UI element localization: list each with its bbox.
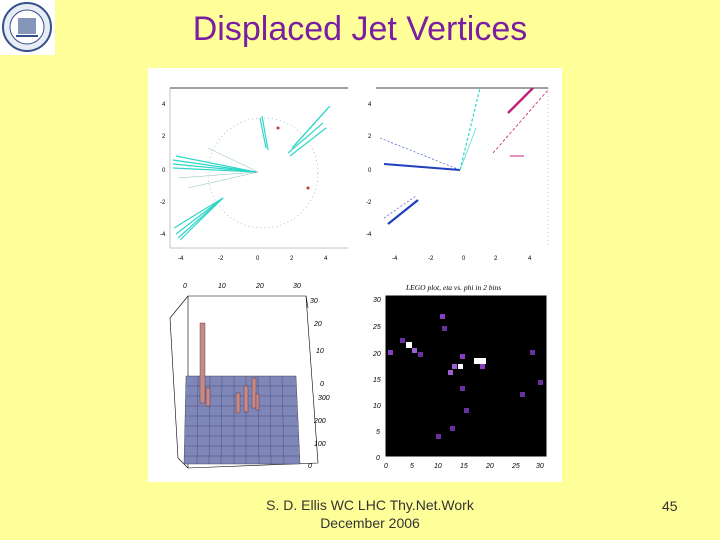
slide-title: Displaced Jet Vertices xyxy=(192,10,528,48)
br-ytick-2: 20 xyxy=(372,351,381,358)
tr-xtick-2: 0 xyxy=(462,256,466,262)
event-display-tl: 4 2 0 -2 -4 -4 -2 0 2 4 xyxy=(160,87,348,262)
bl-righttick-7: 0 xyxy=(308,463,312,470)
br-ytick-5: 5 xyxy=(376,429,380,436)
tr-xtick-1: -2 xyxy=(428,256,434,262)
br-ytick-0: 30 xyxy=(373,297,381,304)
bl-righttick-4: 300 xyxy=(318,395,330,402)
br-xtick-1: 5 xyxy=(410,463,414,470)
br-ytick-1: 25 xyxy=(372,324,381,331)
br-ytick-3: 15 xyxy=(373,377,381,384)
footer-date: December 2006 xyxy=(320,515,420,531)
tl-ytick-4: -4 xyxy=(160,232,166,238)
br-xtick-6: 30 xyxy=(536,463,544,470)
tr-xtick-4: 4 xyxy=(528,256,532,262)
bl-toptick-3: 30 xyxy=(293,283,301,290)
bl-righttick-6: 100 xyxy=(314,441,326,448)
tl-xtick-3: 2 xyxy=(290,256,294,262)
page-number: 45 xyxy=(662,498,678,514)
event-display-tr: 4 2 0 -2 -4 -4 -2 0 2 4 xyxy=(366,87,549,262)
tr-xtick-0: -4 xyxy=(392,256,398,262)
bl-righttick-2: 10 xyxy=(316,348,324,355)
tr-ytick-2: 0 xyxy=(368,168,372,174)
br-xtick-3: 15 xyxy=(460,463,468,470)
footer-author: S. D. Ellis WC LHC Thy.Net.Work xyxy=(266,497,474,513)
tl-xtick-0: -4 xyxy=(178,256,184,262)
university-seal-icon xyxy=(0,0,55,55)
tl-ytick-2: 0 xyxy=(162,168,166,174)
tl-xtick-4: 4 xyxy=(324,256,328,262)
bl-toptick-0: 0 xyxy=(183,283,187,290)
lego-plot-3d: 0 10 20 30 30 20 10 0 300 200 100 0 xyxy=(169,283,330,470)
figure-panel: 4 2 0 -2 -4 -4 -2 0 2 4 xyxy=(148,68,562,482)
bl-righttick-3: 0 xyxy=(320,381,324,388)
tr-ytick-4: -4 xyxy=(366,232,372,238)
br-xtick-4: 20 xyxy=(485,463,494,470)
tl-ytick-3: -2 xyxy=(160,200,166,206)
tr-xtick-3: 2 xyxy=(494,256,498,262)
lego-plot-2d: LEGO plot, eta vs. phi in 2 bins 30 25 2… xyxy=(372,283,547,470)
lego-caption: LEGO plot, eta vs. phi in 2 bins xyxy=(405,283,501,292)
tl-xtick-2: 0 xyxy=(256,256,260,262)
tl-xtick-1: -2 xyxy=(218,256,224,262)
br-ytick-6: 0 xyxy=(376,455,380,462)
br-xtick-2: 10 xyxy=(434,463,442,470)
br-xtick-5: 25 xyxy=(511,463,520,470)
tr-ytick-1: 2 xyxy=(368,134,372,140)
tr-ytick-3: -2 xyxy=(366,200,372,206)
br-ytick-4: 10 xyxy=(373,403,381,410)
tl-ytick-1: 2 xyxy=(162,134,166,140)
br-xtick-0: 0 xyxy=(384,463,388,470)
tr-ytick-0: 4 xyxy=(368,102,372,108)
bl-righttick-5: 200 xyxy=(313,418,326,425)
bl-toptick-2: 20 xyxy=(255,283,264,290)
slide-footer: S. D. Ellis WC LHC Thy.Net.Work December… xyxy=(230,496,510,532)
tl-ytick-0: 4 xyxy=(162,102,166,108)
bl-righttick-0: 30 xyxy=(310,298,318,305)
bl-righttick-1: 20 xyxy=(313,321,322,328)
bl-toptick-1: 10 xyxy=(218,283,226,290)
